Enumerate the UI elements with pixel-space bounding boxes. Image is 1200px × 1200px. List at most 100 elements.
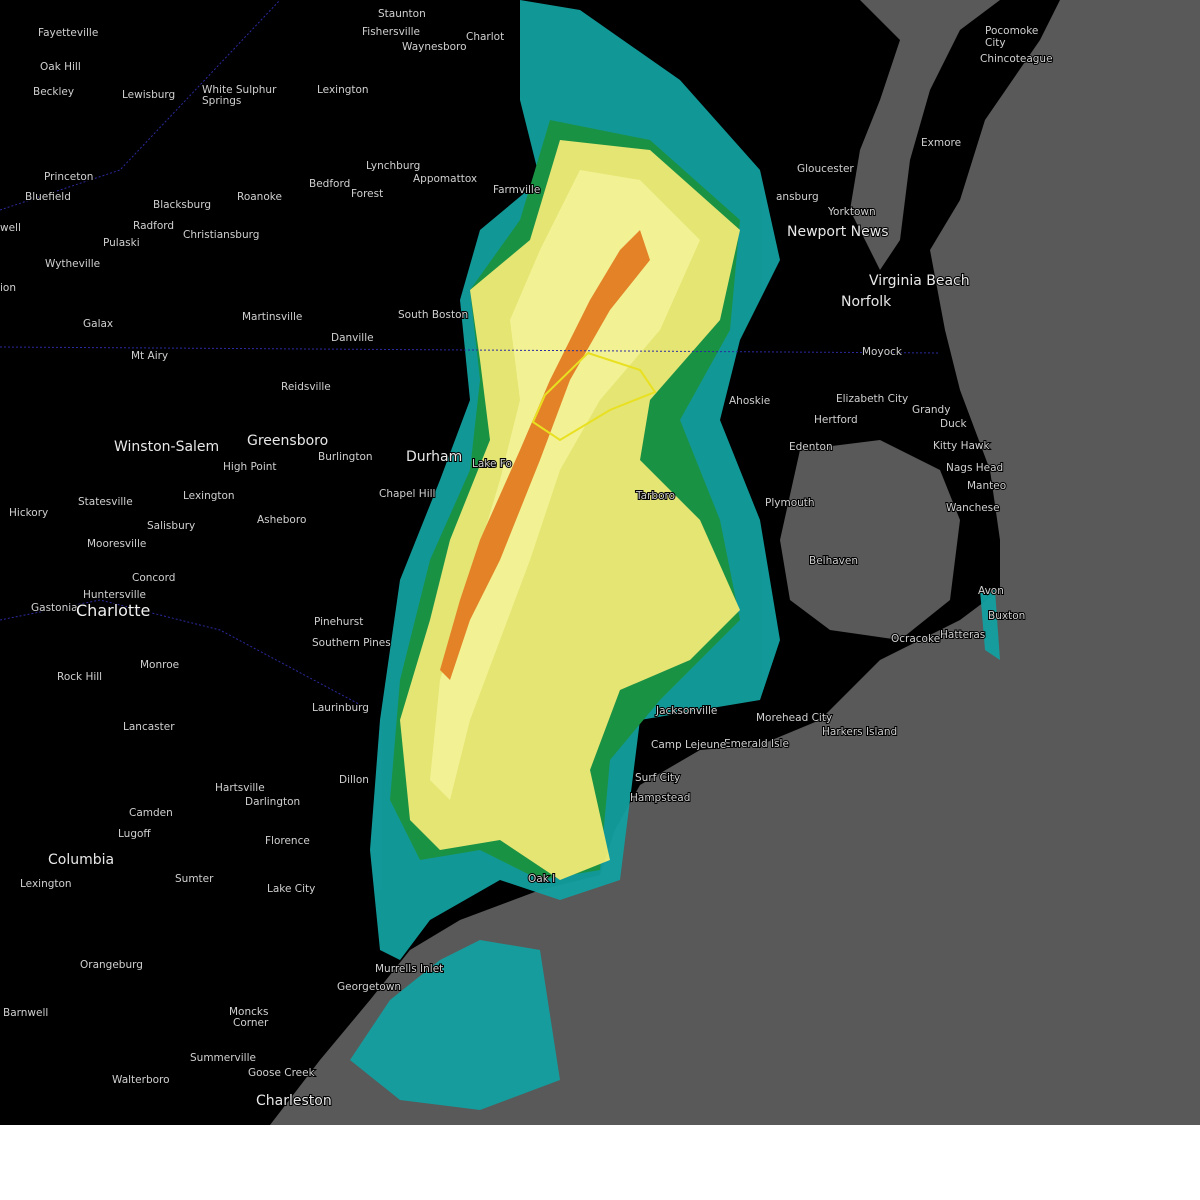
city-label: Columbia: [48, 852, 114, 868]
city-label: Christiansburg: [183, 229, 259, 241]
city-label: Lexington: [20, 878, 72, 890]
city-label: Tarboro: [635, 490, 675, 502]
state-lines: [0, 0, 941, 711]
city-label: Dillon: [339, 774, 369, 786]
city-label: Winston-Salem: [114, 439, 219, 455]
city-label: Camp Lejeune: [651, 739, 726, 751]
sounds: [780, 440, 960, 640]
city-label: Sumter: [175, 873, 214, 885]
city-label: Salisbury: [147, 520, 195, 532]
city-label: Georgetown: [337, 981, 401, 993]
city-label: Fayetteville: [38, 27, 98, 39]
city-label: Hertford: [814, 414, 858, 426]
city-label: Plymouth: [765, 497, 815, 509]
city-label: Lancaster: [123, 721, 175, 733]
city-label: Southern Pines: [312, 637, 391, 649]
city-label: Goose Creek: [248, 1067, 316, 1079]
city-label: Hatteras: [940, 629, 985, 641]
city-label: Staunton: [378, 8, 426, 20]
city-label: Chapel Hill: [379, 488, 435, 500]
city-label: Manteo: [967, 480, 1006, 492]
city-label: Wytheville: [45, 258, 100, 270]
city-label: Huntersville: [83, 589, 146, 601]
city-label: Orangeburg: [80, 959, 143, 971]
city-label: well: [0, 222, 21, 234]
city-label: Nags Head: [946, 462, 1003, 474]
city-label: Buxton: [988, 610, 1025, 622]
city-label: Blacksburg: [153, 199, 211, 211]
city-label: Pocomoke: [985, 25, 1038, 37]
radar: [350, 0, 1000, 1110]
city-label: Mt Airy: [131, 350, 168, 362]
city-label: Rock Hill: [57, 671, 102, 683]
city-label: Radford: [133, 220, 174, 232]
city-label: Camden: [129, 807, 173, 819]
city-label: Pinehurst: [314, 616, 363, 628]
city-label: Surf City: [635, 772, 680, 784]
city-label: Forest: [351, 188, 383, 200]
city-label: Roanoke: [237, 191, 282, 203]
city-label: Lake Fo: [472, 458, 512, 470]
city-label: Murrells Inlet: [375, 963, 443, 975]
city-label: Burlington: [318, 451, 373, 463]
city-label: Fishersville: [362, 26, 420, 38]
city-label: Darlington: [245, 796, 300, 808]
city-label: Appomattox: [413, 173, 477, 185]
city-label: South Boston: [398, 309, 468, 321]
city-label: Gloucester: [797, 163, 854, 175]
city-label: Chincoteague: [980, 53, 1053, 65]
warning-polygon: [531, 351, 657, 442]
city-label: Belhaven: [809, 555, 858, 567]
city-label: Barnwell: [3, 1007, 48, 1019]
city-label: Durham: [406, 449, 462, 465]
city-label: Morehead City: [756, 712, 832, 724]
city-label: Wanchese: [946, 502, 1000, 514]
city-label: Jacksonville: [655, 705, 717, 717]
city-label: Lexington: [317, 84, 369, 96]
city-label: Asheboro: [257, 514, 306, 526]
city-label: Yorktown: [827, 206, 876, 218]
city-label: Virginia Beach: [869, 273, 970, 289]
city-label: Oak Hill: [40, 61, 81, 73]
city-label: Ahoskie: [729, 395, 770, 407]
city-label: ansburg: [776, 191, 819, 203]
city-label: Moncks: [229, 1006, 268, 1018]
city-label: Emerald Isle: [724, 738, 789, 750]
city-label: Bedford: [309, 178, 350, 190]
city-label: Exmore: [921, 137, 961, 149]
city-label: Summerville: [190, 1052, 256, 1064]
city-label: Gastonia: [31, 602, 78, 614]
city-label: White Sulphur: [202, 84, 277, 96]
city-label: Hickory: [9, 507, 48, 519]
city-label: Charlot: [466, 31, 504, 43]
city-label: Lewisburg: [122, 89, 175, 101]
city-label: Florence: [265, 835, 310, 847]
chesapeake-bay: [850, 0, 1000, 270]
city-label: Beckley: [33, 86, 74, 98]
city-label: Hampstead: [630, 792, 690, 804]
city-label: Concord: [132, 572, 175, 584]
city-label: Norfolk: [841, 294, 892, 310]
city-label: Newport News: [787, 224, 889, 240]
city-label: Greensboro: [247, 433, 328, 449]
city-label: Galax: [83, 318, 113, 330]
city-label: ion: [0, 282, 16, 294]
city-label: Hartsville: [215, 782, 265, 794]
city-label: High Point: [223, 461, 277, 473]
city-label: Harkers Island: [822, 726, 897, 738]
city-label: Ocracoke: [891, 633, 940, 645]
city-label: Corner: [233, 1017, 269, 1029]
city-label: Lugoff: [118, 828, 151, 840]
city-label: Moyock: [862, 346, 903, 358]
city-label: Avon: [978, 585, 1004, 597]
city-label: Charlotte: [76, 601, 150, 620]
city-label: Bluefield: [25, 191, 71, 203]
city-label: Reidsville: [281, 381, 331, 393]
city-label: Waynesboro: [402, 41, 467, 53]
city-label: Springs: [202, 95, 241, 107]
city-label: Danville: [331, 332, 374, 344]
city-label: Lexington: [183, 490, 235, 502]
city-label: Kitty Hawk: [933, 440, 991, 452]
city-label: Laurinburg: [312, 702, 369, 714]
